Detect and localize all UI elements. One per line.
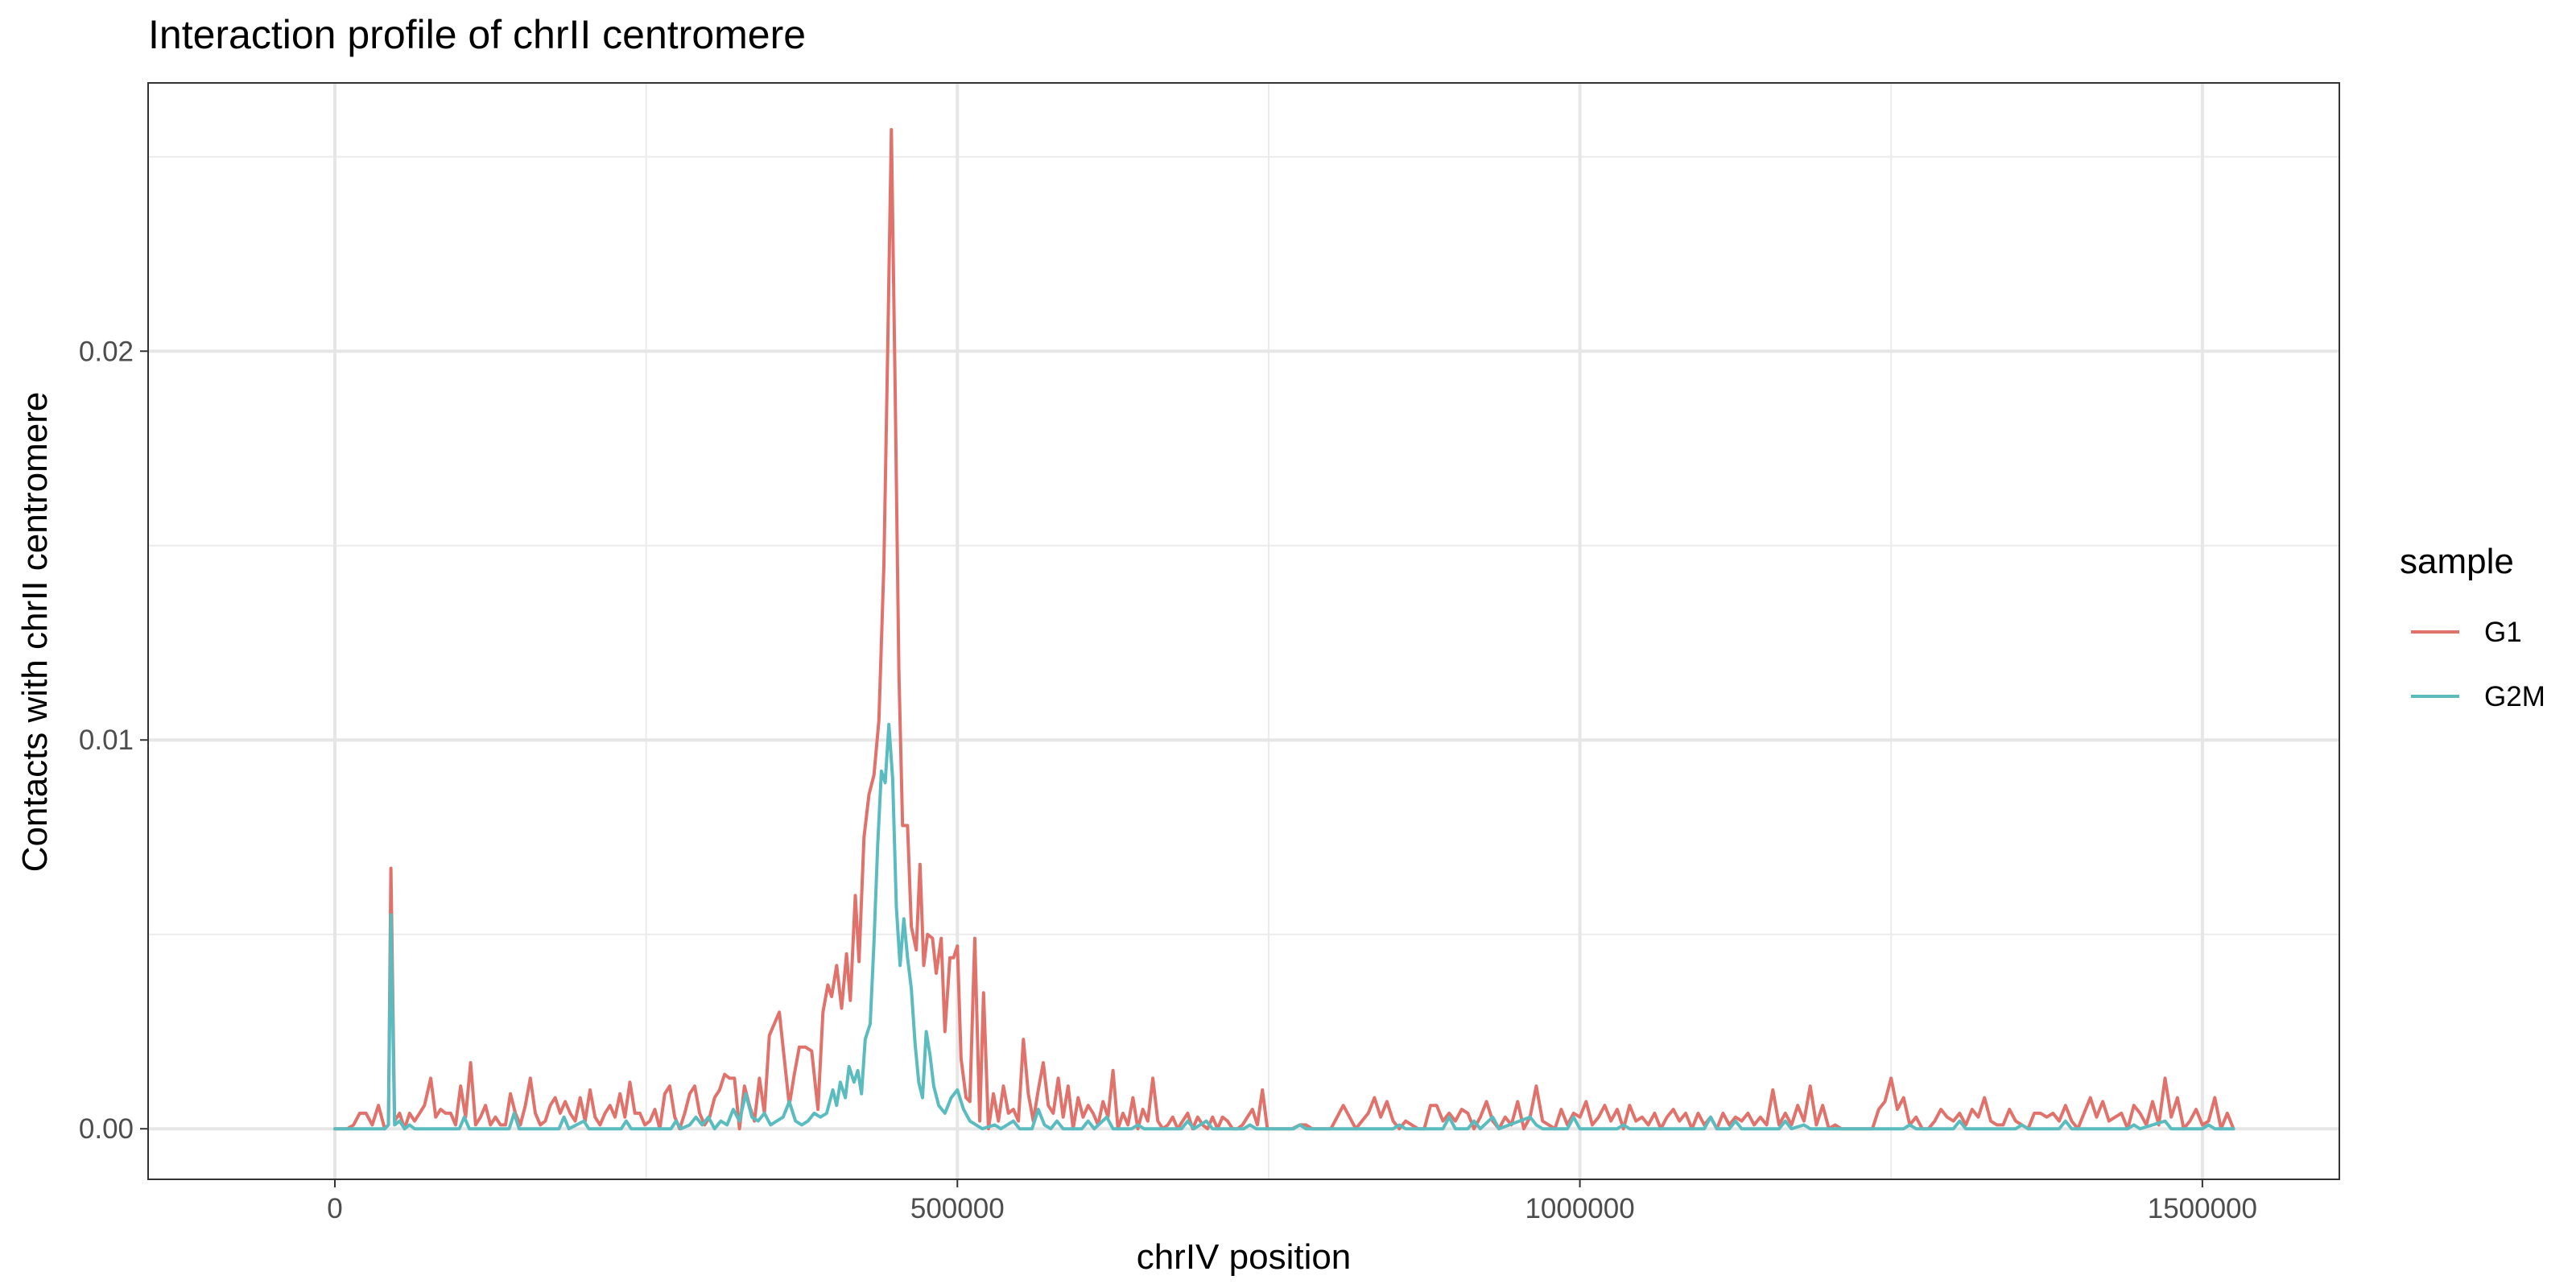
x-axis: 0 500000 1000000 1500000 <box>327 1179 2257 1224</box>
legend-label-g1: G1 <box>2484 617 2522 648</box>
y-tick-label: 0.02 <box>79 336 134 367</box>
chart-title: Interaction profile of chrII centromere <box>148 12 806 57</box>
legend: sample G1 G2M <box>2400 542 2545 712</box>
x-tick-label: 500000 <box>910 1193 1005 1224</box>
y-tick-label: 0.01 <box>79 724 134 756</box>
x-tick-label: 1500000 <box>2148 1193 2257 1224</box>
x-axis-label: chrIV position <box>1137 1237 1352 1277</box>
series-lines <box>333 128 2235 1131</box>
legend-label-g2m: G2M <box>2484 681 2545 712</box>
y-axis: 0.00 0.01 0.02 <box>79 336 148 1145</box>
panel-border <box>147 82 2340 1180</box>
panel-background <box>148 83 2339 1179</box>
series-line-g2m <box>333 722 2235 1131</box>
minor-gridlines <box>148 83 2339 1179</box>
plot-panel <box>147 82 2340 1180</box>
y-tick-label: 0.00 <box>79 1113 134 1145</box>
x-tick-label: 1000000 <box>1525 1193 1634 1224</box>
y-axis-label: Contacts with chrII centromere <box>15 392 55 873</box>
series-line-g1 <box>333 128 2235 1131</box>
x-tick-label: 0 <box>327 1193 342 1224</box>
legend-title: sample <box>2400 542 2514 581</box>
